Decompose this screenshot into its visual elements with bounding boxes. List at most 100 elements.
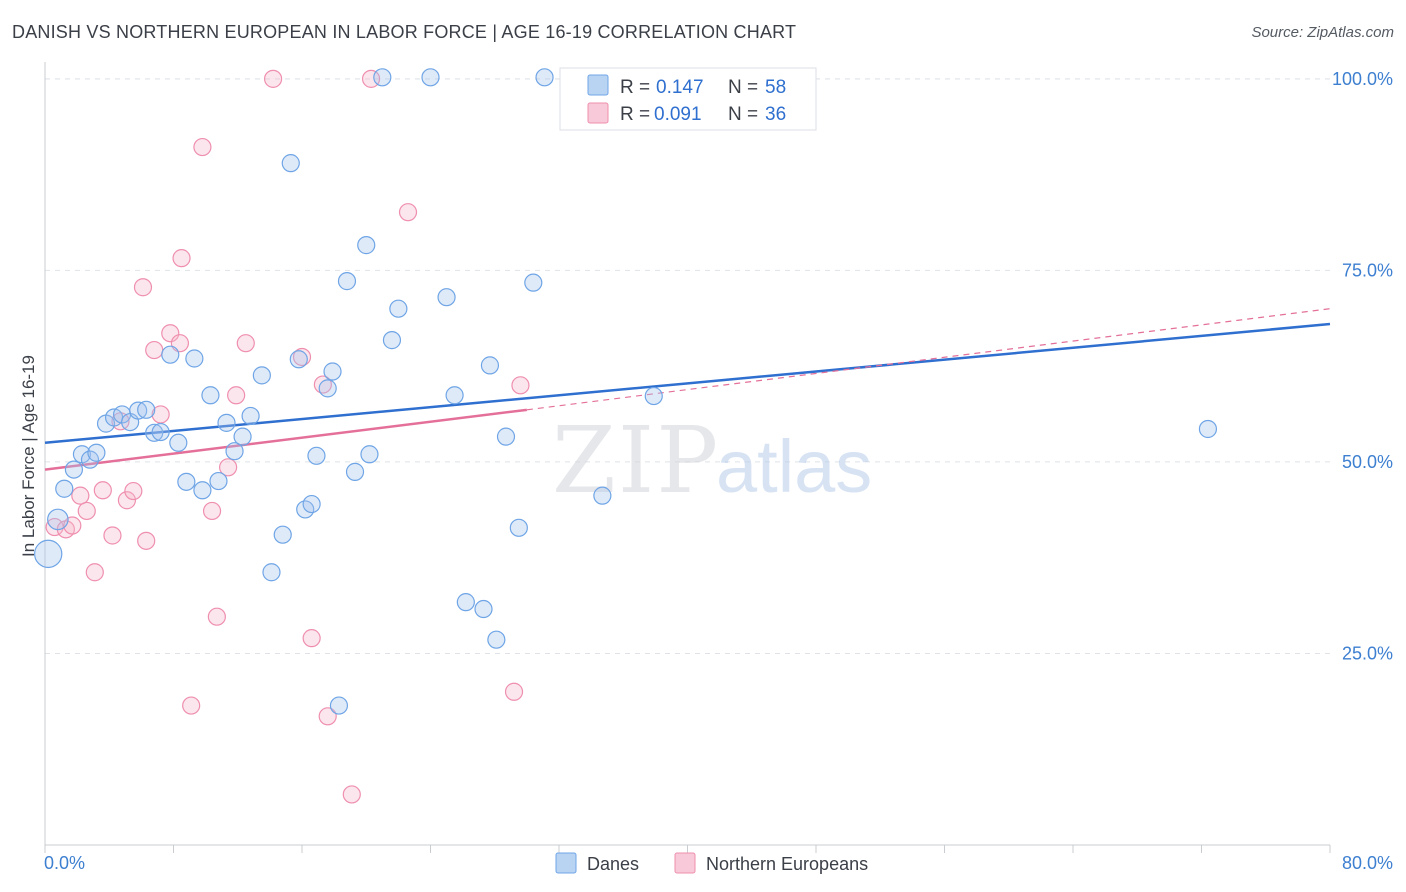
axes [44, 62, 1331, 853]
bottom-legend-label-danes: Danes [587, 854, 639, 874]
point-danes-32 [302, 494, 321, 514]
point-danes-44 [421, 68, 440, 87]
point-danes-57 [1198, 419, 1218, 439]
point-northern-europeans-32 [398, 203, 418, 222]
point-danes-54 [535, 68, 554, 87]
y-tick-label-25: 25.0% [1342, 643, 1393, 663]
point-danes-23 [225, 442, 244, 461]
point-northern-europeans-0 [45, 517, 64, 537]
point-danes-45 [437, 288, 456, 307]
point-danes-51 [496, 427, 516, 446]
point-northern-europeans-24 [236, 334, 255, 353]
trend-line-northern-europeans-extrapolated [526, 308, 1331, 411]
point-danes-48 [474, 599, 493, 619]
legend-swatch-northern-europeans [587, 102, 609, 124]
point-northern-europeans-22 [219, 458, 238, 477]
point-danes-40 [360, 445, 379, 464]
watermark: ZIP atlas [552, 407, 872, 514]
legend-swatch-danes [587, 74, 609, 96]
point-danes-18 [185, 349, 204, 368]
point-danes-53 [524, 273, 543, 292]
point-danes-3 [64, 460, 84, 479]
trend-line-northern-europeans [44, 408, 528, 471]
bottom-legend-swatch-northern-europeans [674, 852, 696, 874]
bottom-legend-swatch-danes [555, 852, 577, 874]
point-northern-europeans-23 [227, 386, 246, 405]
point-danes-49 [480, 356, 500, 375]
legend-n-label-ne: N = [728, 104, 758, 125]
source-label: Source: ZipAtlas.com [1251, 24, 1394, 41]
point-danes-6 [87, 443, 106, 462]
point-northern-europeans-29 [318, 707, 337, 726]
point-danes-30 [289, 350, 308, 369]
y-axis-title: In Labor Force | Age 16-19 [19, 355, 38, 557]
point-northern-europeans-13 [145, 340, 164, 360]
point-danes-28 [273, 525, 292, 544]
point-northern-europeans-7 [103, 526, 122, 545]
x-tick-label-max: 80.0% [1342, 853, 1393, 873]
point-danes-12 [137, 400, 156, 419]
point-northern-europeans-4 [77, 501, 96, 521]
point-northern-europeans-30 [342, 785, 361, 804]
point-northern-europeans-10 [124, 481, 143, 501]
point-danes-46 [445, 386, 464, 405]
point-danes-27 [262, 563, 281, 582]
point-northern-europeans-14 [151, 405, 170, 424]
point-danes-37 [337, 272, 357, 291]
point-danes-38 [345, 462, 365, 481]
legend-r-label-ne: R = [620, 104, 650, 125]
point-northern-europeans-9 [117, 491, 137, 510]
point-northern-europeans-25 [263, 69, 283, 88]
point-danes-22 [217, 413, 236, 432]
legend-n-value-danes: 58 [765, 77, 786, 98]
point-danes-19 [193, 481, 212, 500]
trend-line-danes [44, 322, 1331, 445]
point-northern-europeans-11 [133, 278, 153, 297]
point-northern-europeans-3 [71, 486, 90, 505]
point-danes-35 [323, 362, 342, 381]
point-danes-25 [241, 406, 260, 426]
point-danes-24 [233, 427, 252, 446]
point-danes-41 [373, 68, 392, 87]
point-danes-42 [382, 331, 402, 350]
point-danes-33 [307, 446, 326, 465]
point-danes-20 [201, 386, 220, 405]
y-tick-label-75: 75.0% [1342, 260, 1393, 280]
point-danes-21 [209, 471, 228, 491]
point-danes-5 [80, 450, 100, 469]
point-danes-34 [318, 379, 337, 398]
point-danes-50 [487, 630, 506, 649]
point-danes-39 [357, 236, 376, 255]
point-danes-36 [329, 696, 349, 715]
point-northern-europeans-33 [504, 682, 524, 701]
bottom-legend-label-northern-europeans: Northern Europeans [706, 854, 868, 874]
point-danes-1 [47, 508, 69, 531]
point-danes-47 [456, 593, 475, 612]
y-tick-labels: 25.0% 50.0% 75.0% 100.0% [1332, 69, 1393, 664]
top-legend: R = 0.147 N = 58 R = 0.091 N = 36 [559, 67, 817, 131]
point-danes-2 [55, 479, 74, 498]
bottom-legend: Danes Northern Europeans [555, 852, 868, 874]
data-points [34, 68, 1218, 804]
y-tick-label-100: 100.0% [1332, 69, 1393, 89]
legend-r-value-danes: 0.147 [656, 77, 704, 98]
chart-title: DANISH VS NORTHERN EUROPEAN IN LABOR FOR… [12, 22, 797, 42]
y-tick-label-50: 50.0% [1342, 452, 1393, 472]
point-northern-europeans-18 [182, 696, 201, 715]
point-danes-52 [509, 518, 528, 537]
point-danes-56 [644, 386, 663, 406]
point-danes-55 [593, 486, 612, 505]
point-northern-europeans-27 [302, 629, 321, 648]
point-danes-17 [177, 472, 196, 491]
point-danes-43 [389, 299, 408, 318]
legend-r-label-danes: R = [620, 77, 650, 98]
point-danes-26 [252, 366, 271, 385]
point-northern-europeans-20 [202, 501, 222, 521]
watermark-atlas: atlas [716, 425, 872, 508]
point-danes-0 [34, 539, 63, 569]
point-northern-europeans-5 [85, 563, 104, 582]
x-tick-label-min: 0.0% [44, 853, 85, 873]
legend-n-label-danes: N = [728, 77, 758, 98]
grid-lines [45, 78, 1330, 654]
